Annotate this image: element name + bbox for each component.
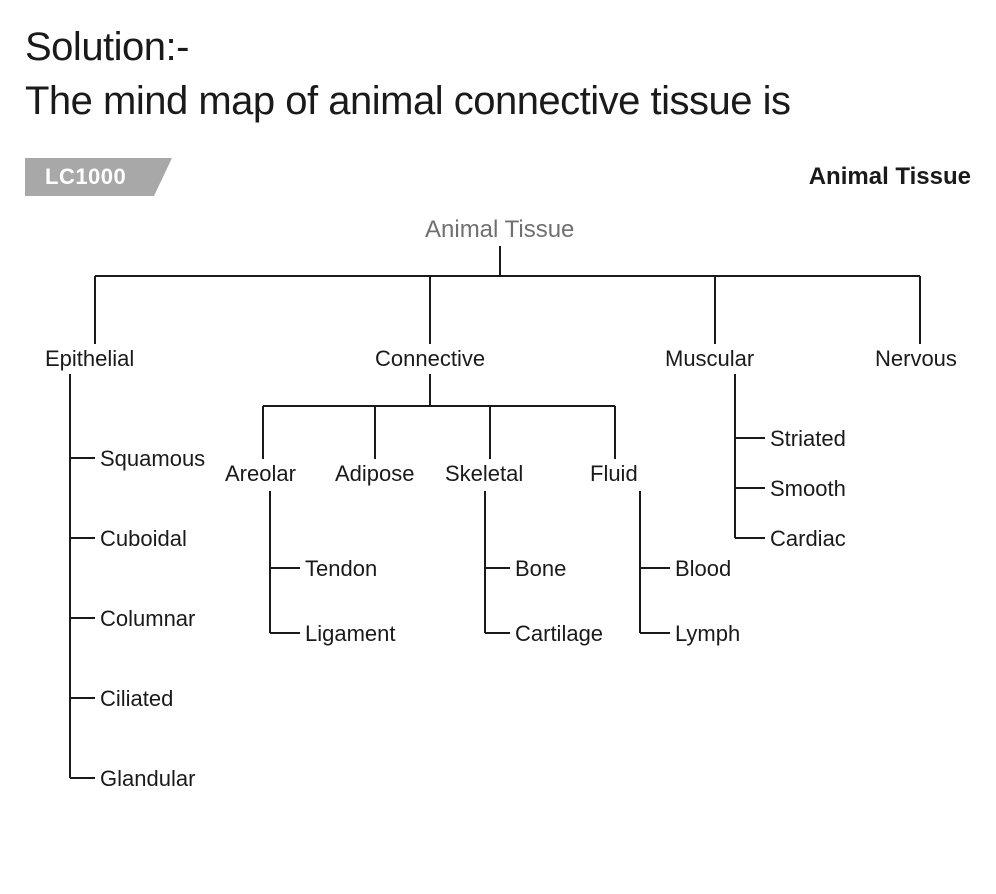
node-columnar: Columnar xyxy=(100,606,195,632)
node-lymph: Lymph xyxy=(675,621,740,647)
node-striated: Striated xyxy=(770,426,846,452)
solution-heading: Solution:- The mind map of animal connec… xyxy=(25,20,971,128)
node-squamous: Squamous xyxy=(100,446,205,472)
node-glandular: Glandular xyxy=(100,766,195,792)
node-adipose: Adipose xyxy=(335,461,415,487)
node-root: Animal Tissue xyxy=(425,216,574,244)
lc-badge: LC1000 xyxy=(25,158,154,196)
node-cuboidal: Cuboidal xyxy=(100,526,187,552)
node-muscular: Muscular xyxy=(665,346,754,372)
node-nervous: Nervous xyxy=(875,346,957,372)
node-cardiac: Cardiac xyxy=(770,526,846,552)
heading-line1: Solution:- xyxy=(25,25,189,69)
node-skeletal: Skeletal xyxy=(445,461,523,487)
node-ligament: Ligament xyxy=(305,621,396,647)
node-connective: Connective xyxy=(375,346,485,372)
node-tendon: Tendon xyxy=(305,556,377,582)
badge-row: LC1000 Animal Tissue xyxy=(25,158,971,196)
heading-line2: The mind map of animal connective tissue… xyxy=(25,79,791,123)
tree-diagram: Animal Tissue Epithelial Connective Musc… xyxy=(25,216,971,836)
topright-title: Animal Tissue xyxy=(809,163,971,191)
node-cartilage: Cartilage xyxy=(515,621,603,647)
node-smooth: Smooth xyxy=(770,476,846,502)
node-blood: Blood xyxy=(675,556,731,582)
node-fluid: Fluid xyxy=(590,461,638,487)
node-epithelial: Epithelial xyxy=(45,346,134,372)
node-bone: Bone xyxy=(515,556,566,582)
node-areolar: Areolar xyxy=(225,461,296,487)
node-ciliated: Ciliated xyxy=(100,686,173,712)
